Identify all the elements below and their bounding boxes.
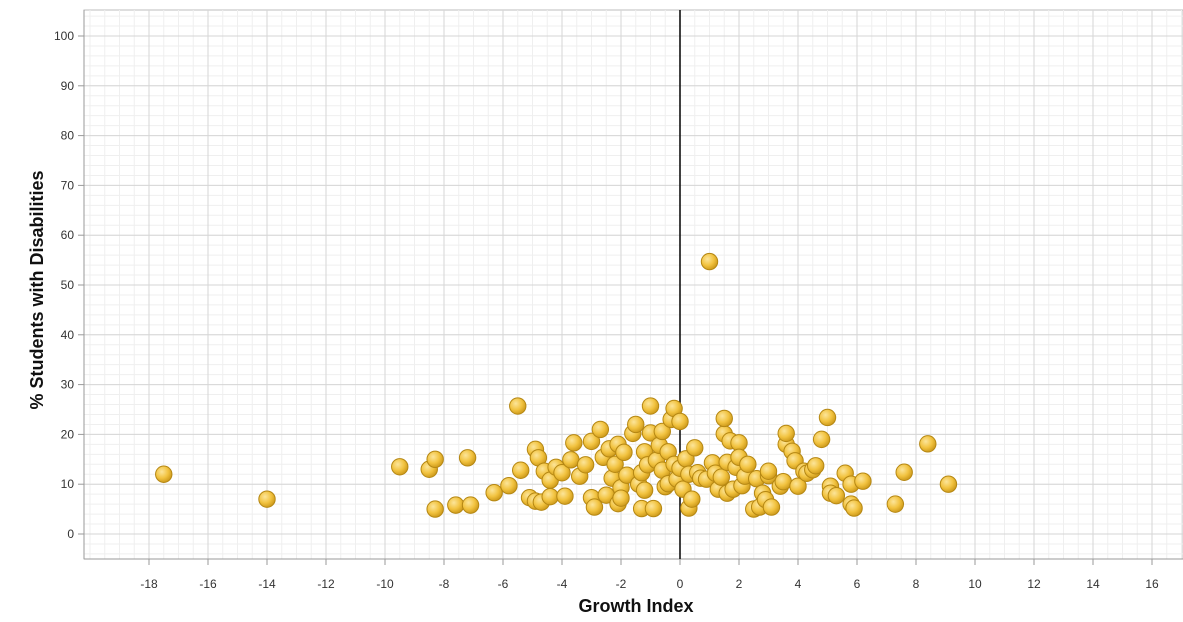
x-tick-label: 14	[1086, 577, 1100, 591]
scatter-point	[919, 435, 937, 453]
scatter-point	[606, 455, 624, 473]
y-tick-label: 50	[61, 278, 75, 292]
x-tick-label: 4	[795, 577, 802, 591]
scatter-point	[895, 463, 913, 481]
y-tick-label: 40	[61, 328, 75, 342]
x-tick-label: -12	[317, 577, 335, 591]
scatter-point	[500, 476, 518, 495]
scatter-point	[683, 490, 701, 508]
y-axis-title: % Students with Disabilities	[27, 170, 47, 409]
scatter-point	[789, 477, 807, 495]
scatter-point	[715, 409, 733, 428]
scatter-point	[461, 496, 480, 514]
scatter-point	[712, 468, 730, 486]
scatter-point	[627, 415, 645, 434]
scatter-point	[739, 455, 757, 473]
scatter-point	[686, 439, 704, 457]
scatter-point	[827, 486, 846, 505]
scatter-point	[671, 412, 689, 431]
x-axis-title: Growth Index	[578, 596, 693, 616]
scatter-point	[562, 451, 580, 469]
x-tick-label: -8	[439, 577, 450, 591]
scatter-point	[644, 499, 663, 518]
scatter-point	[762, 498, 781, 516]
x-axis-ticks: -18 -16 -14 -12 -10 -8 -6 -4 -2 0 2 4 6 8 10 12 14 16	[140, 559, 1159, 591]
scatter-point	[774, 473, 792, 491]
y-tick-label: 100	[54, 29, 74, 43]
scatter-point	[553, 464, 571, 482]
x-tick-label: -4	[557, 577, 568, 591]
scatter-point	[576, 456, 595, 474]
scatter-point	[807, 457, 825, 475]
scatter-point	[426, 500, 444, 518]
x-tick-label: -14	[258, 577, 276, 591]
scatter-point	[258, 490, 276, 508]
scatter-point	[845, 499, 863, 517]
scatter-point	[458, 449, 477, 467]
y-tick-label: 30	[61, 378, 75, 392]
scatter-point	[391, 458, 409, 476]
y-tick-label: 60	[61, 228, 75, 242]
scatter-point	[591, 420, 610, 439]
scatter-point	[759, 462, 778, 480]
scatter-point	[854, 472, 872, 490]
x-tick-label: 0	[677, 577, 684, 591]
y-tick-label: 80	[61, 129, 75, 143]
scatter-point	[730, 434, 748, 452]
scatter-point	[509, 397, 527, 415]
scatter-point	[447, 496, 465, 514]
x-tick-label: 8	[913, 577, 920, 591]
scatter-point	[886, 495, 905, 513]
x-tick-label: 6	[854, 577, 861, 591]
scatter-point	[939, 475, 958, 493]
x-tick-label: -2	[616, 577, 627, 591]
scatter-point	[426, 450, 444, 468]
scatter-point	[653, 422, 671, 441]
y-tick-label: 0	[67, 527, 74, 541]
scatter-point	[541, 487, 559, 506]
x-tick-label: 2	[736, 577, 743, 591]
y-tick-label: 20	[61, 427, 75, 441]
scatter-point	[155, 465, 173, 483]
scatter-point	[818, 408, 837, 427]
x-tick-label: 12	[1027, 577, 1041, 591]
scatter-point	[615, 443, 633, 462]
x-tick-label: 10	[968, 577, 982, 591]
y-tick-label: 70	[61, 178, 75, 192]
x-tick-label: -6	[498, 577, 509, 591]
y-tick-label: 10	[61, 477, 75, 491]
scatter-point	[582, 432, 601, 451]
scatter-point	[777, 424, 795, 443]
scatter-point	[700, 252, 719, 271]
x-tick-label: -16	[199, 577, 217, 591]
scatter-point	[485, 483, 503, 502]
scatter-point	[585, 498, 604, 516]
scatter-point	[612, 489, 630, 507]
scatter-point	[641, 397, 660, 415]
scatter-point	[635, 481, 654, 499]
y-axis-ticks: 0 10 20 30 40 50 60 70 80 90 100	[54, 29, 84, 541]
x-tick-label: -18	[140, 577, 158, 591]
data-points	[155, 252, 958, 518]
y-tick-label: 90	[61, 79, 75, 93]
scatter-point	[512, 461, 530, 479]
scatter-point	[556, 487, 574, 505]
scatter-point	[812, 430, 831, 449]
x-tick-label: -10	[376, 577, 394, 591]
scatter-point	[565, 434, 583, 452]
x-tick-label: 16	[1145, 577, 1159, 591]
